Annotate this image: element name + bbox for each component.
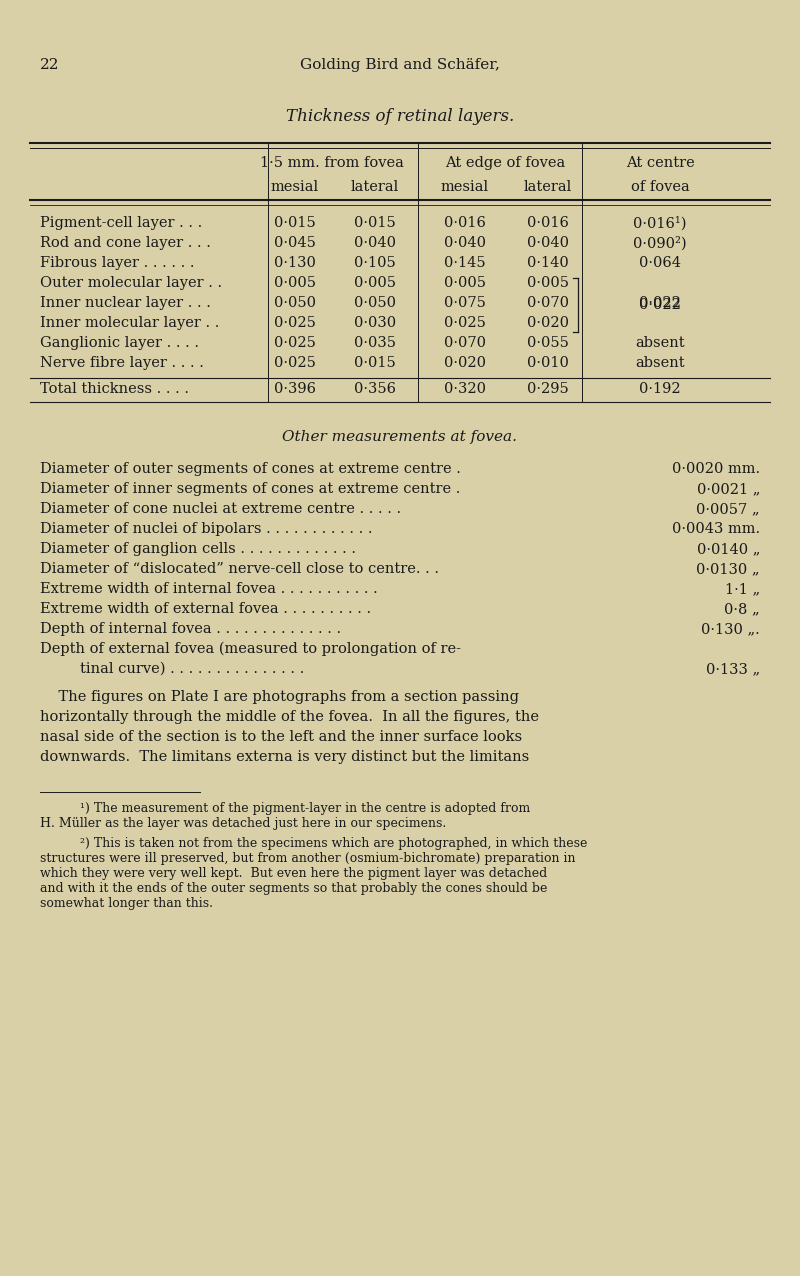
Text: 0·035: 0·035 <box>354 336 396 350</box>
Text: lateral: lateral <box>351 180 399 194</box>
Text: 22: 22 <box>40 57 59 71</box>
Text: 0·025: 0·025 <box>274 316 316 330</box>
Text: 0·005: 0·005 <box>274 276 316 290</box>
Text: 0·192: 0·192 <box>639 382 681 396</box>
Text: Extreme width of external fovea . . . . . . . . . .: Extreme width of external fovea . . . . … <box>40 602 371 616</box>
Text: nasal side of the section is to the left and the inner surface looks: nasal side of the section is to the left… <box>40 730 522 744</box>
Text: Inner molecular layer . .: Inner molecular layer . . <box>40 316 219 330</box>
Text: 0·020: 0·020 <box>527 316 569 330</box>
Text: Diameter of nuclei of bipolars . . . . . . . . . . . .: Diameter of nuclei of bipolars . . . . .… <box>40 522 373 536</box>
Text: 0·0140 „: 0·0140 „ <box>697 542 760 556</box>
Text: 0·020: 0·020 <box>444 356 486 370</box>
Text: 0·140: 0·140 <box>527 256 569 271</box>
Text: 0·015: 0·015 <box>354 356 396 370</box>
Text: 0·050: 0·050 <box>274 296 316 310</box>
Text: 0·130: 0·130 <box>274 256 316 271</box>
Text: Other measurements at fovea.: Other measurements at fovea. <box>282 430 518 444</box>
Text: absent: absent <box>635 356 685 370</box>
Text: The figures on Plate I are photographs from a section passing: The figures on Plate I are photographs f… <box>40 690 519 704</box>
Text: 0·016: 0·016 <box>444 216 486 230</box>
Text: mesial: mesial <box>441 180 489 194</box>
Text: At edge of fovea: At edge of fovea <box>445 156 565 170</box>
Text: Diameter of outer segments of cones at extreme centre .: Diameter of outer segments of cones at e… <box>40 462 461 476</box>
Text: 0·040: 0·040 <box>527 236 569 250</box>
Text: ¹) The measurement of the pigment-layer in the centre is adopted from: ¹) The measurement of the pigment-layer … <box>80 803 530 815</box>
Text: 0·010: 0·010 <box>527 356 569 370</box>
Text: 0·0021 „: 0·0021 „ <box>697 482 760 496</box>
Text: 0·090²): 0·090²) <box>633 236 687 250</box>
Text: Thickness of retinal layers.: Thickness of retinal layers. <box>286 108 514 125</box>
Text: tinal curve) . . . . . . . . . . . . . . .: tinal curve) . . . . . . . . . . . . . .… <box>80 662 304 676</box>
Text: Diameter of inner segments of cones at extreme centre .: Diameter of inner segments of cones at e… <box>40 482 460 496</box>
Text: 0·005: 0·005 <box>527 276 569 290</box>
Text: which they were very well kept.  But even here the pigment layer was detached: which they were very well kept. But even… <box>40 866 547 880</box>
Text: Inner nuclear layer . . .: Inner nuclear layer . . . <box>40 296 211 310</box>
Text: absent: absent <box>635 336 685 350</box>
Text: of fovea: of fovea <box>630 180 690 194</box>
Text: 1·5 mm. from fovea: 1·5 mm. from fovea <box>260 156 404 170</box>
Text: 0·005: 0·005 <box>354 276 396 290</box>
Text: Diameter of “dislocated” nerve-cell close to centre. . .: Diameter of “dislocated” nerve-cell clos… <box>40 561 439 575</box>
Text: 0·145: 0·145 <box>444 256 486 271</box>
Text: Total thickness . . . .: Total thickness . . . . <box>40 382 189 396</box>
Text: somewhat longer than this.: somewhat longer than this. <box>40 897 213 910</box>
Text: Nerve fibre layer . . . .: Nerve fibre layer . . . . <box>40 356 204 370</box>
Text: 0·356: 0·356 <box>354 382 396 396</box>
Text: 0·022: 0·022 <box>639 299 681 313</box>
Text: 0·130 „.: 0·130 „. <box>702 621 760 635</box>
Text: H. Müller as the layer was detached just here in our specimens.: H. Müller as the layer was detached just… <box>40 817 446 829</box>
Text: horizontally through the middle of the fovea.  In all the figures, the: horizontally through the middle of the f… <box>40 709 539 723</box>
Text: lateral: lateral <box>524 180 572 194</box>
Text: 0·040: 0·040 <box>354 236 396 250</box>
Text: 0·015: 0·015 <box>274 216 316 230</box>
Text: 0·133 „: 0·133 „ <box>706 662 760 676</box>
Text: 0·025: 0·025 <box>274 356 316 370</box>
Text: 0·064: 0·064 <box>639 256 681 271</box>
Text: Pigment-cell layer . . .: Pigment-cell layer . . . <box>40 216 202 230</box>
Text: 0·030: 0·030 <box>354 316 396 330</box>
Text: Fibrous layer . . . . . .: Fibrous layer . . . . . . <box>40 256 194 271</box>
Text: Outer molecular layer . .: Outer molecular layer . . <box>40 276 222 290</box>
Text: Rod and cone layer . . .: Rod and cone layer . . . <box>40 236 211 250</box>
Text: 0·005: 0·005 <box>444 276 486 290</box>
Text: Diameter of cone nuclei at extreme centre . . . . .: Diameter of cone nuclei at extreme centr… <box>40 501 401 516</box>
Text: 0·022: 0·022 <box>639 296 681 310</box>
Text: Diameter of ganglion cells . . . . . . . . . . . . .: Diameter of ganglion cells . . . . . . .… <box>40 542 356 556</box>
Text: Depth of internal fovea . . . . . . . . . . . . . .: Depth of internal fovea . . . . . . . . … <box>40 621 341 635</box>
Text: 0·105: 0·105 <box>354 256 396 271</box>
Text: downwards.  The limitans externa is very distinct but the limitans: downwards. The limitans externa is very … <box>40 750 530 764</box>
Text: Extreme width of internal fovea . . . . . . . . . . .: Extreme width of internal fovea . . . . … <box>40 582 378 596</box>
Text: 0·0130 „: 0·0130 „ <box>697 561 760 575</box>
Text: 0·055: 0·055 <box>527 336 569 350</box>
Text: 0·025: 0·025 <box>274 336 316 350</box>
Text: 0·040: 0·040 <box>444 236 486 250</box>
Text: 0·0043 mm.: 0·0043 mm. <box>672 522 760 536</box>
Text: 1·1 „: 1·1 „ <box>725 582 760 596</box>
Text: 0·050: 0·050 <box>354 296 396 310</box>
Text: 0·016: 0·016 <box>527 216 569 230</box>
Text: and with it the ends of the outer segments so that probably the cones should be: and with it the ends of the outer segmen… <box>40 882 547 894</box>
Text: 0·070: 0·070 <box>444 336 486 350</box>
Text: Ganglionic layer . . . .: Ganglionic layer . . . . <box>40 336 199 350</box>
Text: 0·015: 0·015 <box>354 216 396 230</box>
Text: 0·025: 0·025 <box>444 316 486 330</box>
Text: 0·045: 0·045 <box>274 236 316 250</box>
Text: 0·320: 0·320 <box>444 382 486 396</box>
Text: Depth of external fovea (measured to prolongation of re-: Depth of external fovea (measured to pro… <box>40 642 461 656</box>
Text: 0·0020 mm.: 0·0020 mm. <box>672 462 760 476</box>
Text: 0·8 „: 0·8 „ <box>724 602 760 616</box>
Text: Golding Bird and Schäfer,: Golding Bird and Schäfer, <box>300 57 500 71</box>
Text: ²) This is taken not from the specimens which are photographed, in which these: ²) This is taken not from the specimens … <box>80 837 587 850</box>
Text: mesial: mesial <box>271 180 319 194</box>
Text: 0·016¹): 0·016¹) <box>634 216 686 231</box>
Text: 0·0057 „: 0·0057 „ <box>697 501 760 516</box>
Text: structures were ill preserved, but from another (osmium-bichromate) preparation : structures were ill preserved, but from … <box>40 852 575 865</box>
Text: At centre: At centre <box>626 156 694 170</box>
Text: 0·075: 0·075 <box>444 296 486 310</box>
Text: 0·295: 0·295 <box>527 382 569 396</box>
Text: 0·070: 0·070 <box>527 296 569 310</box>
Text: 0·396: 0·396 <box>274 382 316 396</box>
